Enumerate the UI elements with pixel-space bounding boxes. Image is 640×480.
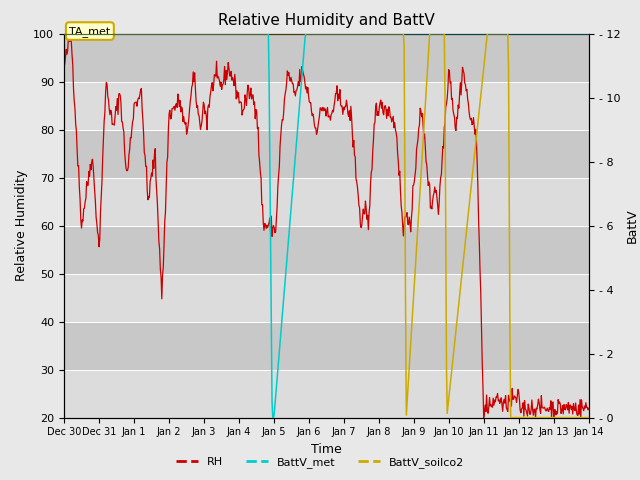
Bar bbox=[64, 130, 589, 178]
Y-axis label: Relative Humidity: Relative Humidity bbox=[15, 170, 28, 281]
X-axis label: Time: Time bbox=[311, 443, 342, 456]
Bar bbox=[64, 274, 589, 322]
Y-axis label: BattV: BattV bbox=[626, 208, 639, 243]
Bar bbox=[64, 370, 589, 418]
Bar bbox=[64, 34, 589, 82]
Bar bbox=[64, 178, 589, 226]
Bar bbox=[64, 322, 589, 370]
Text: TA_met: TA_met bbox=[69, 25, 111, 36]
Bar bbox=[64, 226, 589, 274]
Legend: RH, BattV_met, BattV_soilco2: RH, BattV_met, BattV_soilco2 bbox=[172, 452, 468, 472]
Bar bbox=[64, 82, 589, 130]
Title: Relative Humidity and BattV: Relative Humidity and BattV bbox=[218, 13, 435, 28]
